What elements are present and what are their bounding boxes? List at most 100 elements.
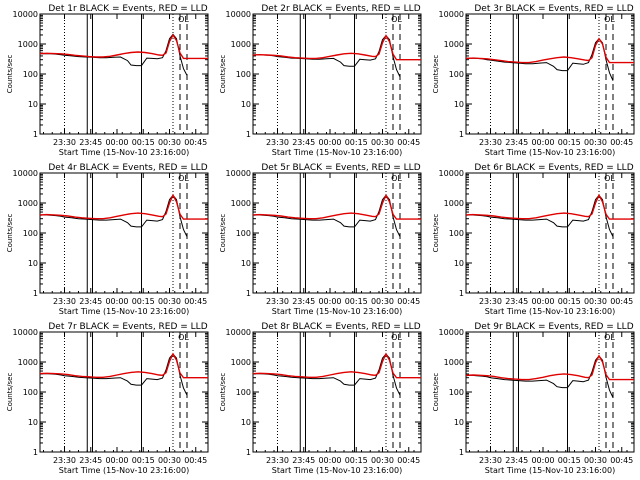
- x-tick-label: 00:00: [105, 456, 128, 465]
- events-series-line: [465, 37, 614, 81]
- y-tick-label: 10000: [439, 10, 464, 19]
- chart-panel: Det 9r BLACK = Events, RED = LLD 1 10 100 10…: [432, 322, 635, 475]
- x-tick-label: 23:30: [266, 456, 289, 465]
- x-tick-label: 00:30: [158, 297, 181, 306]
- chart-panel: Det 5r BLACK = Events, RED = LLD 1 10 100 10…: [219, 163, 422, 316]
- x-tick-label: 00:15: [558, 138, 581, 147]
- y-tick-label: 10: [241, 259, 251, 268]
- x-tick-label: 23:30: [53, 456, 76, 465]
- y-tick-label: 1000: [18, 199, 38, 208]
- ol-annotation: OL: [391, 174, 402, 183]
- y-tick-label: 1: [33, 448, 38, 457]
- x-axis-label: Start Time (15-Nov-10 23:16:00): [485, 466, 615, 475]
- x-axis-label: Start Time (15-Nov-10 23:16:00): [59, 148, 189, 157]
- ol-annotation: OL: [178, 333, 189, 342]
- y-tick-label: 1000: [444, 199, 464, 208]
- x-tick-label: 23:45: [79, 297, 102, 306]
- y-tick-label: 100: [23, 70, 38, 79]
- x-tick-label: 00:15: [345, 297, 368, 306]
- chart-panel: Det 7r BLACK = Events, RED = LLD 1 10 100 10…: [6, 322, 209, 475]
- y-tick-label: 10000: [13, 328, 38, 337]
- lld-series-line: [39, 33, 208, 60]
- events-series-line: [465, 194, 614, 237]
- x-tick-label: 23:45: [505, 456, 528, 465]
- x-tick-label: 00:45: [184, 138, 207, 147]
- y-tick-label: 10000: [439, 169, 464, 178]
- y-tick-label: 100: [23, 388, 38, 397]
- x-tick-label: 23:30: [479, 456, 502, 465]
- lld-series-line: [252, 352, 421, 379]
- lld-series-line: [465, 354, 634, 381]
- x-tick-label: 23:45: [505, 297, 528, 306]
- x-tick-label: 00:30: [584, 138, 607, 147]
- y-tick-label: 100: [449, 388, 464, 397]
- y-tick-label: 1: [246, 289, 251, 298]
- x-tick-label: 00:30: [371, 456, 394, 465]
- x-tick-label: 00:00: [105, 138, 128, 147]
- y-axis-label: Counts/sec: [6, 55, 14, 94]
- y-axis-label: Counts/sec: [432, 373, 440, 412]
- x-tick-label: 00:00: [531, 138, 554, 147]
- x-axis-label: Start Time (15-Nov-10 23:16:00): [272, 148, 402, 157]
- x-tick-label: 00:15: [345, 456, 368, 465]
- chart-title: Det 8r BLACK = Events, RED = LLD: [261, 322, 420, 332]
- chart-title: Det 7r BLACK = Events, RED = LLD: [48, 322, 207, 332]
- y-tick-label: 10: [28, 259, 38, 268]
- y-tick-label: 100: [236, 70, 251, 79]
- y-tick-label: 100: [23, 229, 38, 238]
- y-tick-label: 1000: [444, 358, 464, 367]
- events-series-line: [39, 33, 188, 76]
- events-series-line: [465, 355, 614, 398]
- x-tick-label: 23:45: [79, 138, 102, 147]
- lld-series-line: [252, 34, 421, 61]
- chart-panel: Det 8r BLACK = Events, RED = LLD 1 10 100 10…: [219, 322, 422, 475]
- y-tick-label: 10: [454, 418, 464, 427]
- x-axis-label: Start Time (15-Nov-10 23:16:00): [59, 307, 189, 316]
- x-tick-label: 00:45: [184, 297, 207, 306]
- y-axis-label: Counts/sec: [219, 55, 227, 94]
- x-tick-label: 00:45: [610, 297, 633, 306]
- y-axis-label: Counts/sec: [432, 214, 440, 253]
- y-tick-label: 100: [449, 229, 464, 238]
- chart-title: Det 5r BLACK = Events, RED = LLD: [261, 163, 420, 173]
- chart-panel: Det 1r BLACK = Events, RED = LLD 1 10 100 10…: [6, 4, 209, 157]
- y-axis-label: Counts/sec: [432, 55, 440, 94]
- y-tick-label: 10: [28, 418, 38, 427]
- x-tick-label: 00:30: [158, 138, 181, 147]
- chart-panel: Det 3r BLACK = Events, RED = LLD 1 10 100 10…: [432, 4, 635, 157]
- x-tick-label: 23:45: [505, 138, 528, 147]
- x-tick-label: 00:15: [132, 456, 155, 465]
- events-series-line: [252, 34, 401, 78]
- y-tick-label: 10: [454, 100, 464, 109]
- panel-grid: Det 1r BLACK = Events, RED = LLD11010010…: [6, 4, 635, 475]
- chart-title: Det 4r BLACK = Events, RED = LLD: [48, 163, 207, 173]
- events-series-line: [39, 353, 188, 396]
- x-tick-label: 00:45: [184, 456, 207, 465]
- y-tick-label: 1000: [18, 358, 38, 367]
- ol-annotation: OL: [391, 333, 402, 342]
- lld-series-line: [39, 352, 208, 379]
- y-tick-label: 10000: [13, 10, 38, 19]
- x-tick-label: 23:45: [292, 456, 315, 465]
- ol-annotation: OL: [391, 15, 402, 24]
- y-tick-label: 10: [28, 100, 38, 109]
- y-tick-label: 1: [33, 289, 38, 298]
- x-tick-label: 00:15: [558, 297, 581, 306]
- ol-annotation: OL: [604, 333, 615, 342]
- x-tick-label: 23:30: [53, 138, 76, 147]
- x-tick-label: 00:00: [318, 138, 341, 147]
- y-axis-label: Counts/sec: [219, 373, 227, 412]
- x-axis-label: Start Time (15-Nov-10 23:16:00): [272, 466, 402, 475]
- x-tick-label: 00:00: [318, 297, 341, 306]
- events-series-line: [252, 353, 401, 396]
- chart-title: Det 2r BLACK = Events, RED = LLD: [261, 4, 420, 14]
- x-tick-label: 00:15: [132, 138, 155, 147]
- y-tick-label: 1: [246, 130, 251, 139]
- x-tick-label: 00:15: [345, 138, 368, 147]
- x-tick-label: 00:00: [531, 297, 554, 306]
- y-tick-label: 100: [236, 229, 251, 238]
- x-tick-label: 00:45: [397, 297, 420, 306]
- x-axis-label: Start Time (15-Nov-10 23:16:00): [272, 307, 402, 316]
- x-tick-label: 00:15: [558, 456, 581, 465]
